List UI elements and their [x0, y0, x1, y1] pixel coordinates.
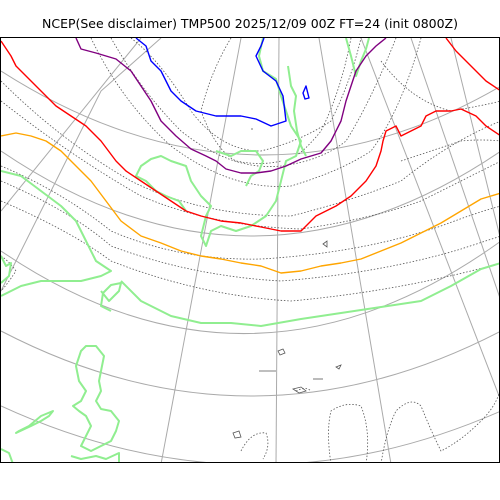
meridian-line [450, 38, 499, 235]
contour-orange [1, 132, 499, 274]
coastline [335, 364, 342, 370]
minor-contours [1, 38, 499, 462]
contour-line [328, 403, 369, 462]
contour-line [110, 38, 397, 167]
contour-blue [302, 85, 310, 100]
parallel-line [1, 330, 499, 397]
contour-red [445, 38, 499, 91]
contour-line [200, 38, 282, 164]
coastline [322, 240, 328, 248]
meridian-line [275, 38, 280, 462]
coastline [70, 452, 120, 462]
parallel-line [1, 150, 499, 237]
coastline [100, 282, 122, 312]
map-panel [0, 37, 500, 463]
contour-line [380, 60, 499, 112]
contour-line [90, 38, 422, 187]
meridian-line [160, 38, 242, 462]
coastline [1, 448, 14, 462]
coastline [292, 386, 307, 394]
temperature-contours [1, 38, 499, 274]
contour-line [240, 432, 269, 460]
coastline [120, 262, 499, 327]
coastline [215, 150, 264, 187]
parallel-line [1, 241, 499, 334]
coastline [15, 410, 54, 434]
map-canvas [1, 38, 499, 462]
contour-purple [75, 38, 387, 174]
contour-line [1, 200, 499, 302]
coastline [72, 345, 120, 452]
coastline [277, 348, 286, 356]
coastlines [1, 38, 499, 462]
contour-red [1, 40, 499, 232]
contour-line [400, 139, 499, 162]
coastline [1, 170, 112, 297]
contour-line [1, 180, 499, 282]
meridian-line [1, 38, 142, 212]
parallel-line [1, 405, 499, 462]
meridian-line [410, 38, 499, 297]
coastline [135, 38, 302, 247]
coastline [287, 65, 307, 157]
coastline [232, 430, 242, 439]
contour-blue [135, 38, 287, 127]
contour-line [1, 80, 499, 217]
meridian-line [1, 38, 162, 292]
coastline [1, 255, 12, 284]
chart-title: NCEP(See disclaimer) TMP500 2025/12/09 0… [41, 16, 458, 31]
meridian-line [360, 38, 499, 398]
contour-line [130, 38, 362, 152]
meridian-line [318, 38, 392, 462]
parallel-line [1, 70, 499, 156]
contour-line [380, 392, 499, 462]
graticule [1, 38, 499, 462]
contour-line [1, 165, 499, 260]
island-features [232, 128, 342, 439]
